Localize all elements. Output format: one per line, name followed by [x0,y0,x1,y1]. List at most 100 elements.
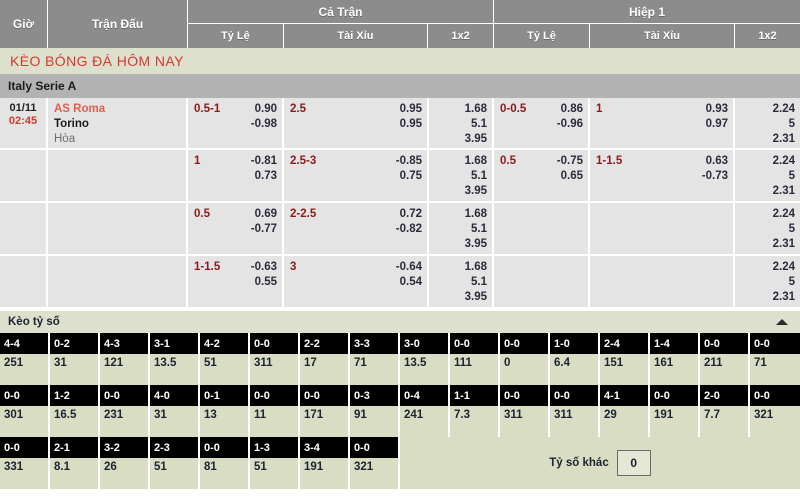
correct-score-odd[interactable]: 211 [700,354,748,385]
correct-score-odd[interactable]: 111 [450,354,498,385]
correct-score-header[interactable]: Kèo tỷ số [0,309,800,333]
ft-overunder-odd-under[interactable]: 0.54 [399,276,422,288]
match-teams-cell[interactable]: AS Roma Torino Hòa [48,98,188,148]
correct-score-odd[interactable]: 171 [300,406,348,437]
correct-score-cell[interactable]: 0-0 111 [450,333,500,385]
correct-score-odd[interactable]: 11 [250,406,298,437]
ft-1x2-odd-draw[interactable]: 5.1 [471,276,487,288]
ft-handicap-cell[interactable]: 1-1.5 -0.63 0.55 [188,256,284,307]
correct-score-cell[interactable]: 2-4 151 [600,333,650,385]
h1-1x2-odd-home[interactable]: 2.24 [772,261,795,273]
h1-1x2-odd-draw[interactable]: 5 [788,118,795,130]
ft-1x2-odd-draw[interactable]: 5.1 [471,170,487,182]
h1-1x2-cell[interactable]: 2.24 5 2.31 [735,203,800,254]
correct-score-odd[interactable]: 321 [350,458,398,489]
correct-score-cell[interactable]: 4-0 31 [150,385,200,437]
h1-handicap-cell[interactable]: 0.5 -0.75 0.65 [494,150,590,201]
ft-1x2-cell[interactable]: 1.68 5.1 3.95 [429,203,494,254]
ft-overunder-cell[interactable]: 2.5-3 -0.85 0.75 [284,150,429,201]
table-row[interactable]: 0.5 0.69 -0.77 2-2.5 0.72 -0.82 1.68 5.1… [0,203,800,256]
h1-1x2-odd-away[interactable]: 2.31 [772,185,795,197]
correct-score-odd[interactable]: 71 [350,354,398,385]
correct-score-cell[interactable]: 0-0 191 [650,385,700,437]
ft-overunder-odd-over[interactable]: 0.95 [399,103,422,115]
ft-overunder-odd-under[interactable]: -0.82 [395,223,422,235]
h1-overunder-cell[interactable]: 1 0.93 0.97 [590,98,735,148]
table-row[interactable]: 1-1.5 -0.63 0.55 3 -0.64 0.54 1.68 5.1 3… [0,256,800,309]
correct-score-cell[interactable]: 1-4 161 [650,333,700,385]
correct-score-odd[interactable]: 161 [650,354,698,385]
correct-score-cell[interactable]: 0-0 311 [250,333,300,385]
correct-score-cell[interactable]: 2-0 7.7 [700,385,750,437]
ft-1x2-odd-home[interactable]: 1.68 [464,208,487,220]
ft-1x2-cell[interactable]: 1.68 5.1 3.95 [429,150,494,201]
correct-score-cell[interactable]: 0-0 321 [350,437,400,489]
correct-score-odd[interactable]: 311 [550,406,598,437]
ft-1x2-odd-away[interactable]: 3.95 [464,185,487,197]
ft-overunder-odd-under[interactable]: 0.75 [399,170,422,182]
correct-score-cell[interactable]: 2-2 17 [300,333,350,385]
h1-handicap-odd-away[interactable]: 0.65 [560,170,583,182]
correct-score-cell[interactable]: 0-0 311 [500,385,550,437]
correct-score-cell[interactable]: 1-2 16.5 [50,385,100,437]
correct-score-odd[interactable]: 231 [100,406,148,437]
ft-overunder-cell[interactable]: 3 -0.64 0.54 [284,256,429,307]
h1-handicap-odd-home[interactable]: -0.75 [556,155,583,167]
correct-score-cell[interactable]: 1-1 7.3 [450,385,500,437]
ft-handicap-odd-away[interactable]: -0.98 [250,118,277,130]
correct-score-odd[interactable]: 31 [150,406,198,437]
h1-overunder-cell[interactable]: 1-1.5 0.63 -0.73 [590,150,735,201]
correct-score-cell[interactable]: 0-0 331 [0,437,50,489]
correct-score-odd[interactable]: 7.3 [450,406,498,437]
correct-score-odd[interactable]: 91 [350,406,398,437]
correct-score-odd[interactable]: 31 [50,354,98,385]
ft-overunder-cell[interactable]: 2.5 0.95 0.95 [284,98,429,148]
correct-score-odd[interactable]: 13 [200,406,248,437]
correct-score-odd[interactable]: 311 [500,406,548,437]
correct-score-cell[interactable]: 0-0 11 [250,385,300,437]
ft-1x2-odd-away[interactable]: 3.95 [464,291,487,303]
correct-score-odd[interactable]: 151 [600,354,648,385]
h1-1x2-odd-away[interactable]: 2.31 [772,133,795,145]
ft-handicap-odd-home[interactable]: 0.90 [254,103,277,115]
correct-score-odd[interactable]: 0 [500,354,548,385]
correct-score-cell[interactable]: 0-2 31 [50,333,100,385]
ft-handicap-odd-away[interactable]: 0.73 [254,170,277,182]
correct-score-cell[interactable]: 4-4 251 [0,333,50,385]
h1-1x2-odd-draw[interactable]: 5 [788,276,795,288]
ft-handicap-cell[interactable]: 0.5-1 0.90 -0.98 [188,98,284,148]
correct-score-cell[interactable]: 4-3 121 [100,333,150,385]
correct-score-cell[interactable]: 0-0 71 [750,333,800,385]
correct-score-cell[interactable]: 1-0 6.4 [550,333,600,385]
ft-handicap-odd-away[interactable]: 0.55 [254,276,277,288]
team-away[interactable]: Torino [54,118,89,130]
h1-1x2-cell[interactable]: 2.24 5 2.31 [735,256,800,307]
team-draw-label[interactable]: Hòa [54,133,76,145]
correct-score-cell[interactable]: 2-1 8.1 [50,437,100,489]
h1-1x2-odd-away[interactable]: 2.31 [772,291,795,303]
correct-score-odd[interactable]: 13.5 [400,354,448,385]
ft-1x2-odd-home[interactable]: 1.68 [464,261,487,273]
correct-score-cell[interactable]: 3-1 13.5 [150,333,200,385]
correct-score-cell[interactable]: 0-0 81 [200,437,250,489]
ft-handicap-odd-home[interactable]: -0.81 [250,155,277,167]
correct-score-cell[interactable]: 0-0 301 [0,385,50,437]
ft-overunder-cell[interactable]: 2-2.5 0.72 -0.82 [284,203,429,254]
ft-1x2-odd-away[interactable]: 3.95 [464,133,487,145]
correct-score-odd[interactable]: 121 [100,354,148,385]
h1-overunder-odd-over[interactable]: 0.63 [705,155,728,167]
ft-overunder-odd-over[interactable]: -0.64 [395,261,422,273]
correct-score-odd[interactable]: 6.4 [550,354,598,385]
ft-handicap-odd-away[interactable]: -0.77 [250,223,277,235]
correct-score-odd[interactable]: 251 [0,354,48,385]
correct-score-odd[interactable]: 7.7 [700,406,748,437]
table-row[interactable]: 1 -0.81 0.73 2.5-3 -0.85 0.75 1.68 5.1 3… [0,150,800,203]
ft-1x2-cell[interactable]: 1.68 5.1 3.95 [429,98,494,148]
correct-score-odd[interactable]: 191 [650,406,698,437]
correct-score-odd[interactable]: 51 [150,458,198,489]
correct-score-cell[interactable]: 0-0 0 [500,333,550,385]
h1-1x2-odd-draw[interactable]: 5 [788,223,795,235]
h1-handicap-odd-home[interactable]: 0.86 [560,103,583,115]
correct-score-cell[interactable]: 0-0 211 [700,333,750,385]
correct-score-odd[interactable]: 26 [100,458,148,489]
